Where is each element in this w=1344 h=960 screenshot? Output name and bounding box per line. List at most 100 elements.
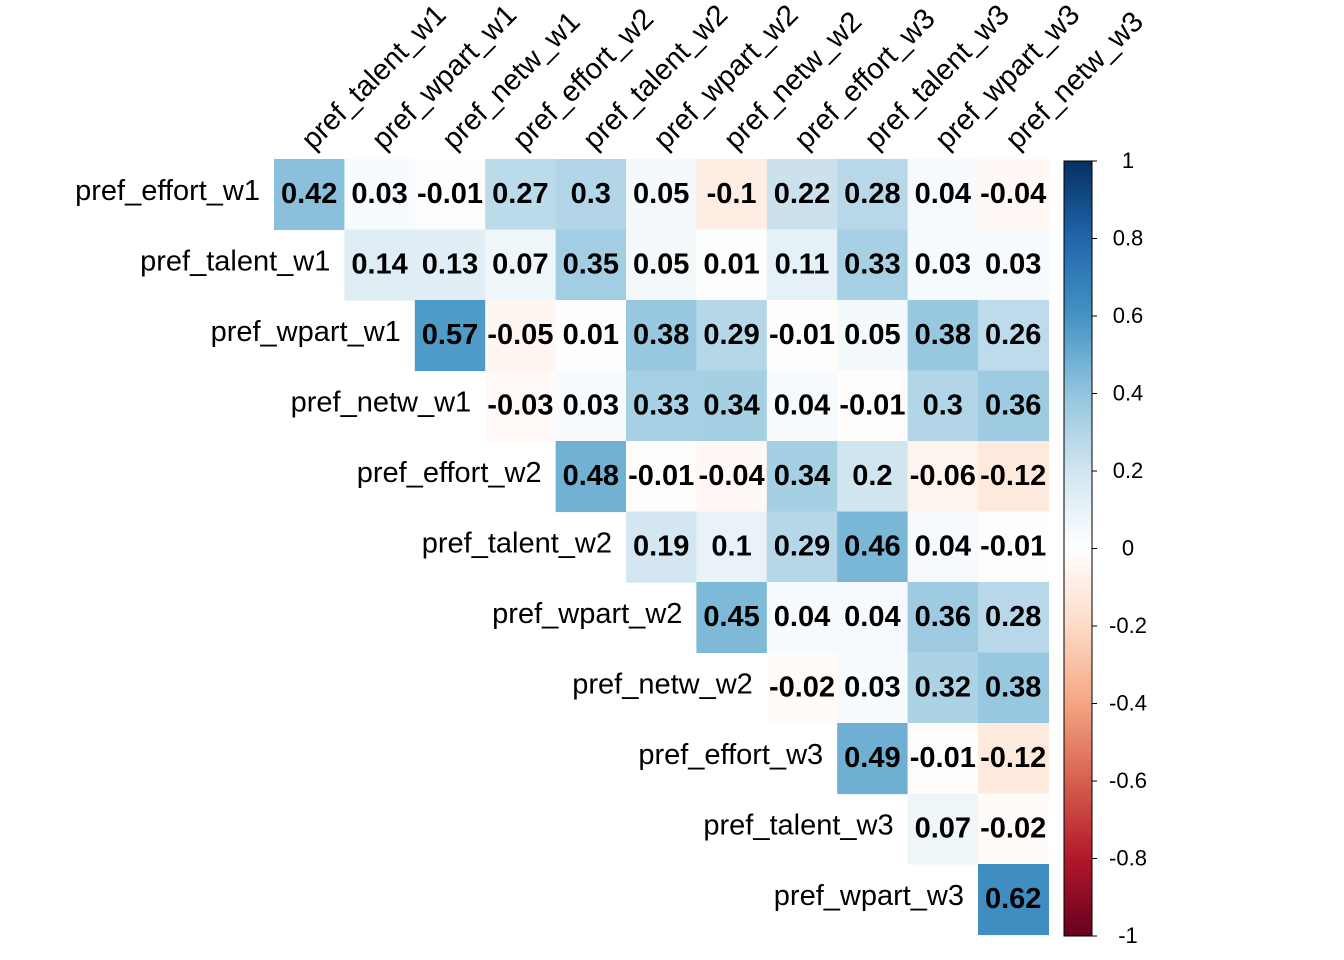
heatmap-cell [907,723,979,795]
heatmap-cell [766,582,838,654]
cell-value-label: 0.04 [844,601,900,633]
cell-value-label: -0.04 [699,460,765,492]
heatmap-cell [626,511,697,583]
heatmap-cell [696,441,768,513]
row-label: pref_wpart_w3 [774,880,964,912]
heatmap-cell [837,300,909,372]
heatmap-value-labels: 0.42 0.03 -0.01 0.27 0.3 0.05 -0.1 0.22 0.28 0.04… [281,178,1046,915]
cell-value-label: -0.12 [980,460,1046,492]
heatmap-cell [837,723,909,795]
heatmap-cell [837,229,909,301]
heatmap-cell [907,300,979,372]
cell-value-label: 0.3 [571,178,611,210]
heatmap-cell [978,441,1049,513]
heatmap-cell [907,793,979,865]
cell-value-label: -0.02 [769,671,835,703]
heatmap-cell [344,229,416,301]
cell-value-label: 0.14 [351,248,407,280]
row-label: pref_netw_w1 [291,386,472,418]
row-label: pref_netw_w2 [572,668,753,700]
cell-value-label: 0.32 [915,671,971,703]
cell-value-label: 0.03 [351,178,407,210]
cell-value-label: 0.3 [923,389,963,421]
cell-value-label: -0.12 [980,742,1046,774]
heatmap-cell [837,159,909,231]
row-labels: pref_effort_w1 pref_talent_w1 pref_wpart_w… [75,175,964,912]
cell-value-label: 0.29 [774,530,830,562]
cell-value-label: 0.62 [985,883,1041,915]
heatmap-cell [978,652,1049,724]
heatmap-cell [626,441,697,513]
cell-value-label: 0.46 [844,530,900,562]
heatmap-cell [485,370,557,442]
cell-value-label: 0.03 [563,389,619,421]
cell-value-label: 0.07 [915,812,971,844]
heatmap-cell [978,582,1049,654]
cell-value-label: 0.35 [563,248,619,280]
heatmap-cell [907,441,979,513]
heatmap-cell [555,300,627,372]
heatmap-cell [626,370,697,442]
heatmap-cell [907,652,979,724]
color-legend-tick-label: 0.4 [1113,380,1144,405]
cell-value-label: -0.04 [980,178,1046,210]
cell-value-label: -0.01 [839,389,905,421]
cell-value-label: 0.33 [633,389,689,421]
cell-value-label: 0.03 [844,671,900,703]
heatmap-cell [696,159,768,231]
heatmap-cell [766,511,838,583]
heatmap-cell [837,652,909,724]
cell-value-label: 0.27 [492,178,548,210]
row-label: pref_effort_w3 [638,739,823,771]
cell-value-label: 0.01 [563,319,619,351]
cell-value-label: -0.01 [417,178,483,210]
cell-value-label: 0.48 [563,460,619,492]
heatmap-cell [978,864,1049,936]
heatmap-cell [978,723,1049,795]
cell-value-label: 0.03 [915,248,971,280]
heatmap-cell [485,159,557,231]
cell-value-label: -0.02 [980,812,1046,844]
cell-value-label: 0.11 [775,248,830,280]
cell-value-label: 0.38 [915,319,971,351]
color-legend-ticks: 1 0.8 0.6 0.4 0.2 0 -0.2 -0.4 -0.6 -0.8 -1 [1092,148,1147,948]
heatmap-cell [555,159,627,231]
cell-value-label: 0.34 [703,389,759,421]
cell-value-label: 0.22 [774,178,830,210]
row-label: pref_wpart_w1 [211,316,401,348]
cell-value-label: 0.28 [985,601,1041,633]
heatmap-cell [696,300,768,372]
heatmap-cell [555,441,627,513]
cell-value-label: -0.01 [910,742,976,774]
cell-value-label: 0.07 [492,248,548,280]
cell-value-label: -0.1 [707,178,757,210]
heatmap-cell [696,511,768,583]
cell-value-label: 0.04 [915,178,971,210]
cell-value-label: -0.06 [910,460,976,492]
cell-value-label: 0.05 [844,319,900,351]
heatmap-cell [837,441,909,513]
heatmap-cell [414,229,486,301]
color-legend-tick-label: 0.6 [1113,303,1144,328]
color-legend-tick-label: -0.2 [1109,613,1147,638]
heatmap-cell [978,511,1049,583]
heatmap-cell [978,159,1049,231]
heatmap-cell [766,370,838,442]
cell-value-label: 0.42 [281,178,337,210]
heatmap-cell [978,300,1049,372]
column-labels: pref_talent_w1pref_wpart_w1pref_netw_w1p… [296,0,1150,156]
row-label: pref_wpart_w2 [492,598,682,630]
color-legend-bar [1063,160,1093,937]
cell-value-label: 0.13 [422,248,478,280]
cell-value-label: 0.01 [703,248,759,280]
cell-value-label: 0.03 [985,248,1041,280]
row-label: pref_effort_w1 [75,175,260,207]
color-legend-tick-label: -0.4 [1109,690,1147,715]
heatmap-cell [626,229,697,301]
heatmap-cell [766,300,838,372]
cell-value-label: 0.38 [633,319,689,351]
color-legend-tick-label: 0.2 [1113,458,1144,483]
cell-value-label: -0.01 [769,319,835,351]
heatmap-cell [766,652,838,724]
